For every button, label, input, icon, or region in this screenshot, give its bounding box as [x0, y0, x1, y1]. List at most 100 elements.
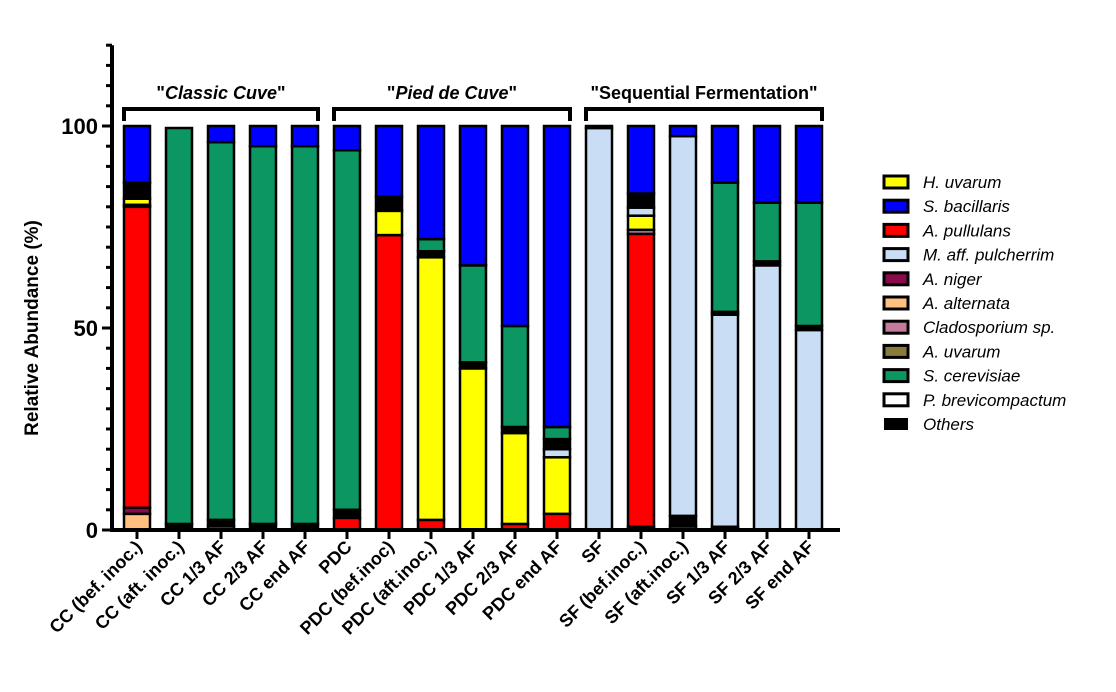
- bar-segment-s-bacillaris: [500, 124, 530, 328]
- bar-segment-s-cerevisiae: [752, 201, 782, 263]
- bar-segment-s-bacillaris: [374, 124, 404, 198]
- bar-segment-others: [626, 192, 656, 209]
- bar-segment-others: [584, 124, 614, 130]
- bar-segment-a-pullulans: [374, 233, 404, 532]
- bars: [122, 124, 824, 532]
- legend-item: H. uvarum: [882, 173, 1001, 192]
- bar-segment-s-cerevisiae: [206, 140, 236, 522]
- legend-item: P. brevicompactum: [882, 391, 1066, 410]
- bar-stack: [500, 124, 530, 532]
- bar-segment-m-aff-pulcherrim: [794, 328, 824, 532]
- legend-item: A. pullulans: [882, 221, 1011, 240]
- legend-item: Others: [884, 415, 975, 434]
- group-label: "Sequential Fermentation": [590, 83, 817, 103]
- y-axis-label: Relative Abundance (%): [22, 220, 43, 436]
- bar-segment-s-cerevisiae: [164, 126, 194, 526]
- y-tick-label: 100: [61, 114, 98, 139]
- bar-segment-h-uvarum: [458, 367, 488, 532]
- legend: H. uvarum S. bacillaris A. pullulans M. aff…: [882, 173, 1066, 434]
- bar-segment-h-uvarum: [626, 214, 656, 232]
- legend-swatch: [882, 319, 910, 335]
- bar-stack: [542, 124, 572, 532]
- bar-segment-s-bacillaris: [122, 124, 152, 184]
- group-label: "Pied de Cuve": [387, 83, 517, 103]
- group-bracket: [584, 107, 824, 121]
- bar-segment-s-bacillaris: [626, 124, 656, 195]
- bar-segment-s-bacillaris: [752, 124, 782, 205]
- bar-segment-s-bacillaris: [416, 124, 446, 241]
- bar-segment-s-bacillaris: [332, 124, 362, 152]
- legend-label: S. bacillaris: [923, 197, 1010, 216]
- legend-item: S. cerevisiae: [882, 367, 1020, 386]
- legend-swatch: [882, 271, 910, 287]
- bar-stack: [668, 124, 698, 532]
- legend-swatch: [882, 295, 910, 311]
- bar-segment-a-alternata: [122, 512, 152, 532]
- x-axis: CC (bef. inoc.)CC (aft. inoc.)CC 1/3 AFC…: [45, 528, 840, 639]
- bar-stack: [752, 124, 782, 532]
- bar-segment-s-cerevisiae: [542, 425, 572, 441]
- bar-segment-s-cerevisiae: [416, 237, 446, 253]
- group-label: "Classic Cuve": [156, 83, 285, 103]
- bar-segment-m-aff-pulcherrim: [710, 313, 740, 529]
- legend-label: Cladosporium sp.: [923, 318, 1055, 337]
- bar-segment-h-uvarum: [500, 431, 530, 526]
- bar-segment-s-bacillaris: [206, 124, 236, 144]
- legend-label: A. alternata: [922, 294, 1010, 313]
- bar-segment-s-bacillaris: [458, 124, 488, 267]
- legend-item: M. aff. pulcherrim: [882, 246, 1054, 265]
- legend-label: Others: [923, 415, 975, 434]
- legend-swatch: [882, 343, 910, 359]
- y-tick-label: 0: [86, 518, 98, 543]
- bar-segment-s-cerevisiae: [458, 264, 488, 364]
- bar-segment-others: [542, 437, 572, 451]
- legend-item: A. niger: [882, 270, 983, 289]
- legend-item: A. uvarum: [882, 342, 1000, 361]
- bar-segment-a-pullulans: [542, 512, 572, 532]
- bar-segment-others: [374, 195, 404, 213]
- bar-stack: [374, 124, 404, 532]
- legend-item: S. bacillaris: [882, 197, 1010, 216]
- bar-segment-s-bacillaris: [794, 124, 824, 205]
- bar-stack: [416, 124, 446, 532]
- bar-segment-m-aff-pulcherrim: [584, 126, 614, 532]
- legend-label: M. aff. pulcherrim: [923, 246, 1054, 265]
- legend-label: P. brevicompactum: [923, 391, 1066, 410]
- bar-segment-s-bacillaris: [248, 124, 278, 148]
- legend-label: A. pullulans: [922, 221, 1011, 240]
- legend-label: A. niger: [922, 270, 983, 289]
- bar-stack: [290, 124, 320, 532]
- bar-stack: [332, 124, 362, 532]
- legend-label: A. uvarum: [922, 342, 1000, 361]
- bar-segment-s-bacillaris: [542, 124, 572, 429]
- legend-swatch: [882, 174, 910, 190]
- legend-item: A. alternata: [882, 294, 1010, 313]
- bar-segment-s-cerevisiae: [248, 144, 278, 526]
- x-tick-label: SF: [577, 537, 607, 567]
- bar-stack: [248, 124, 278, 532]
- bar-segment-m-aff-pulcherrim: [668, 134, 698, 518]
- bar-segment-s-bacillaris: [290, 124, 320, 148]
- legend-swatch: [882, 198, 910, 214]
- bar-segment-a-pullulans: [626, 232, 656, 529]
- bar-segment-h-uvarum: [542, 456, 572, 516]
- bar-stack: [164, 126, 194, 532]
- legend-label: S. cerevisiae: [923, 367, 1020, 386]
- bar-segment-s-cerevisiae: [332, 148, 362, 512]
- bar-stack: [122, 124, 152, 532]
- y-axis: 0 50 100: [61, 43, 114, 543]
- group-brackets: "Classic Cuve" "Pied de Cuve" "Sequential …: [122, 83, 824, 121]
- legend-swatch: [882, 247, 910, 263]
- bar-stack: [458, 124, 488, 532]
- bar-segment-a-pullulans: [122, 205, 152, 510]
- bar-segment-s-cerevisiae: [290, 144, 320, 526]
- legend-label: H. uvarum: [923, 173, 1001, 192]
- legend-swatch: [884, 418, 908, 430]
- bar-stack: [626, 124, 656, 532]
- bar-segment-s-bacillaris: [710, 124, 740, 184]
- bar-segment-h-uvarum: [374, 209, 404, 237]
- legend-swatch: [882, 368, 910, 384]
- legend-swatch: [882, 222, 910, 238]
- bar-segment-m-aff-pulcherrim: [752, 264, 782, 532]
